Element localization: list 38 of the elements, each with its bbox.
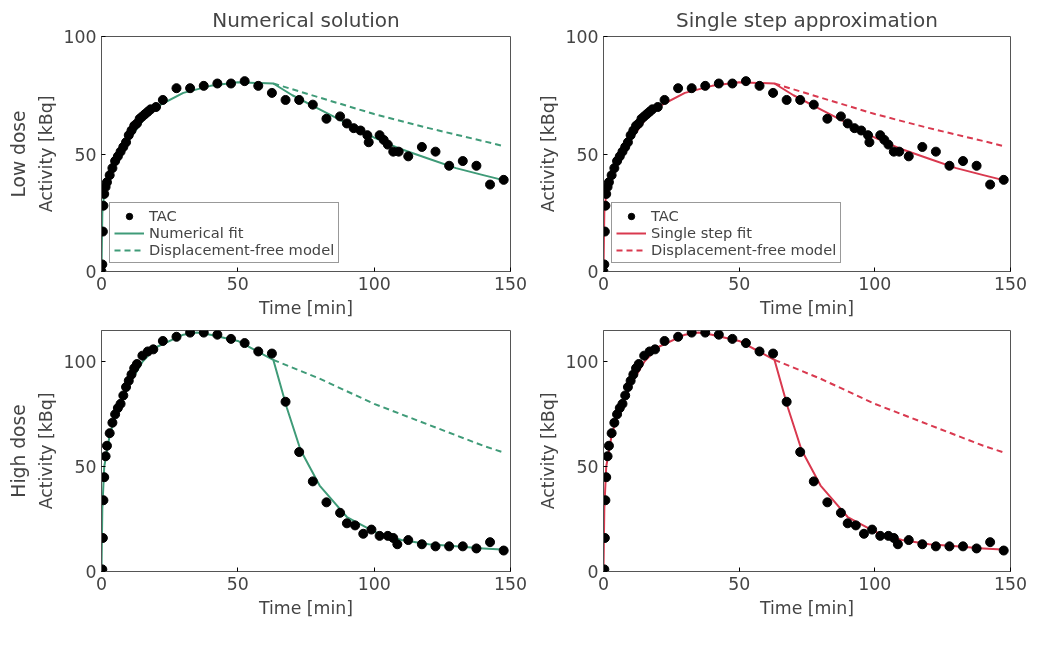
x-axis-title: Time [min]: [257, 297, 354, 318]
x-tick-label: 100: [357, 573, 391, 594]
legend-label: TAC: [651, 207, 679, 224]
y-tick-label: 100: [565, 352, 599, 373]
x-tick-label: 100: [858, 573, 892, 594]
x-axis-title: Time [min]: [758, 597, 855, 618]
y-tick-label: 50: [576, 144, 599, 165]
legend-label: Numerical fit: [149, 224, 244, 241]
text: Low dose: [7, 110, 29, 198]
y-tick-label: 50: [576, 457, 599, 478]
chart-title: Numerical solution: [212, 7, 400, 32]
x-tick-label: 150: [993, 273, 1028, 294]
y-axis-title: Activity [kBq]: [538, 392, 559, 510]
x-axis-title: Time [min]: [758, 297, 855, 318]
x-tick-label: 100: [357, 273, 391, 294]
legend-label: Displacement-free model: [149, 241, 335, 258]
x-tick-label: 150: [993, 573, 1028, 594]
y-tick-label: 100: [63, 27, 97, 47]
y-tick-label: 50: [74, 457, 97, 478]
y-tick-label: 100: [565, 27, 599, 47]
legend-label: Displacement-free model: [651, 241, 837, 258]
x-tick-label: 50: [728, 273, 751, 294]
y-tick-label: 100: [63, 352, 97, 373]
x-axis-title: Time [min]: [257, 597, 354, 618]
x-tick-label: 150: [493, 573, 528, 594]
y-axis-title: Activity [kBq]: [36, 95, 57, 213]
x-tick-label: 150: [493, 273, 528, 294]
legend-label: Single step fit: [651, 224, 753, 241]
x-tick-label: 100: [858, 273, 892, 294]
y-tick-label: 50: [74, 144, 97, 165]
legend-label: TAC: [149, 207, 177, 224]
y-axis-title: Activity [kBq]: [538, 95, 559, 213]
x-tick-label: 50: [226, 273, 249, 294]
x-tick-label: 50: [728, 573, 751, 594]
y-axis-title: Activity [kBq]: [36, 392, 57, 510]
x-tick-label: 50: [226, 573, 249, 594]
chart-title: Single step approximation: [676, 7, 938, 32]
text: High dose: [7, 404, 29, 498]
